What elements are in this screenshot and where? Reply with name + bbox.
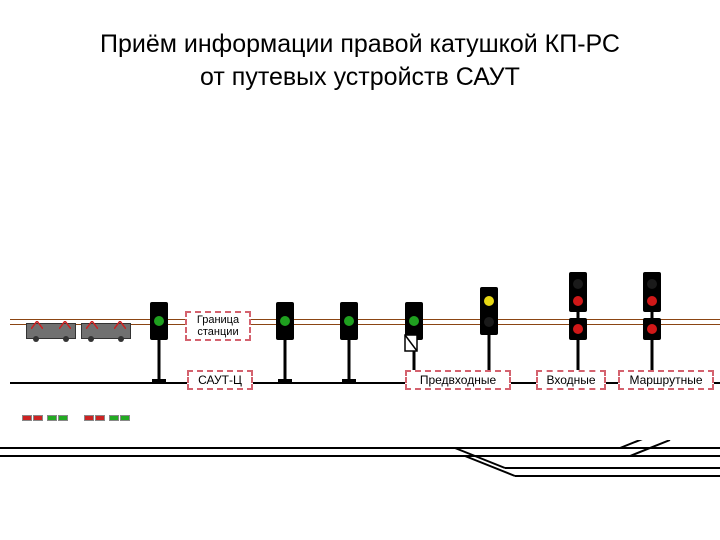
pantograph-1b bbox=[59, 316, 71, 324]
signal-light-red bbox=[573, 296, 583, 306]
signal-light-red bbox=[647, 324, 657, 334]
sensor-green-icon bbox=[47, 415, 57, 421]
locomotive-1 bbox=[26, 323, 76, 339]
signal-head bbox=[340, 302, 358, 340]
sensor-green-icon bbox=[58, 415, 68, 421]
signal-light-dark bbox=[647, 279, 657, 289]
signal-light-red bbox=[573, 324, 583, 334]
sensor-green-icon bbox=[120, 415, 130, 421]
sensor-pair-2 bbox=[47, 415, 68, 421]
sensor-pair-3 bbox=[84, 415, 105, 421]
signal-head bbox=[480, 287, 498, 335]
sensor-red-icon bbox=[33, 415, 43, 421]
signal-head-bottom bbox=[569, 318, 587, 340]
signal-light-green bbox=[409, 316, 419, 326]
signal-head-top bbox=[569, 272, 587, 312]
locomotive-2 bbox=[81, 323, 131, 339]
pantograph-2a bbox=[86, 316, 98, 324]
signal-light-green bbox=[154, 316, 164, 326]
bottom-track bbox=[0, 440, 720, 480]
ground-line bbox=[10, 382, 720, 384]
signal-head-bottom bbox=[643, 318, 661, 340]
sensor-red-icon bbox=[22, 415, 32, 421]
track-marker-icon bbox=[404, 334, 418, 352]
diagram-canvas: Граница станции САУТ-Ц Предвходные Входн… bbox=[0, 0, 720, 540]
label-vhod: Входные bbox=[536, 370, 606, 390]
sensor-green-icon bbox=[109, 415, 119, 421]
signal-light-green bbox=[344, 316, 354, 326]
label-predvhod: Предвходные bbox=[405, 370, 511, 390]
signal-head bbox=[276, 302, 294, 340]
sensor-pair-4 bbox=[109, 415, 130, 421]
label-saut: САУТ-Ц bbox=[187, 370, 253, 390]
signal-head bbox=[150, 302, 168, 340]
sensor-pair-1 bbox=[22, 415, 43, 421]
signal-light-green bbox=[280, 316, 290, 326]
pantograph-2b bbox=[114, 316, 126, 324]
sensor-red-icon bbox=[84, 415, 94, 421]
sensor-row bbox=[22, 415, 130, 421]
train-icon bbox=[26, 323, 136, 343]
pantograph-1a bbox=[31, 316, 43, 324]
signal-light-dark bbox=[573, 279, 583, 289]
label-granitsa: Граница станции bbox=[185, 311, 251, 341]
signal-light-yellow bbox=[484, 296, 494, 306]
label-marshrut: Маршрутные bbox=[618, 370, 714, 390]
signal-light-dark bbox=[484, 317, 494, 327]
signal-head-top bbox=[643, 272, 661, 312]
sensor-red-icon bbox=[95, 415, 105, 421]
signal-light-red bbox=[647, 296, 657, 306]
